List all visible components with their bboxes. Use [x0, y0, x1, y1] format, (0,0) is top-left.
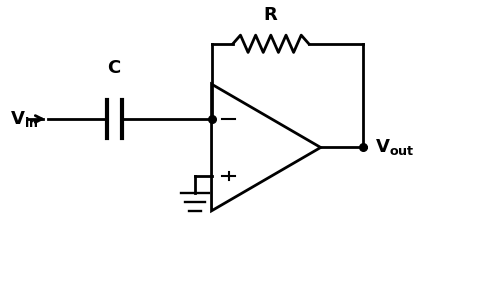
- Text: $\mathbf{V_{in}}$: $\mathbf{V_{in}}$: [10, 109, 38, 129]
- Text: $\mathbf{R}$: $\mathbf{R}$: [263, 6, 278, 24]
- Text: $\mathbf{V_{out}}$: $\mathbf{V_{out}}$: [375, 137, 415, 158]
- Text: $\mathbf{C}$: $\mathbf{C}$: [107, 59, 121, 77]
